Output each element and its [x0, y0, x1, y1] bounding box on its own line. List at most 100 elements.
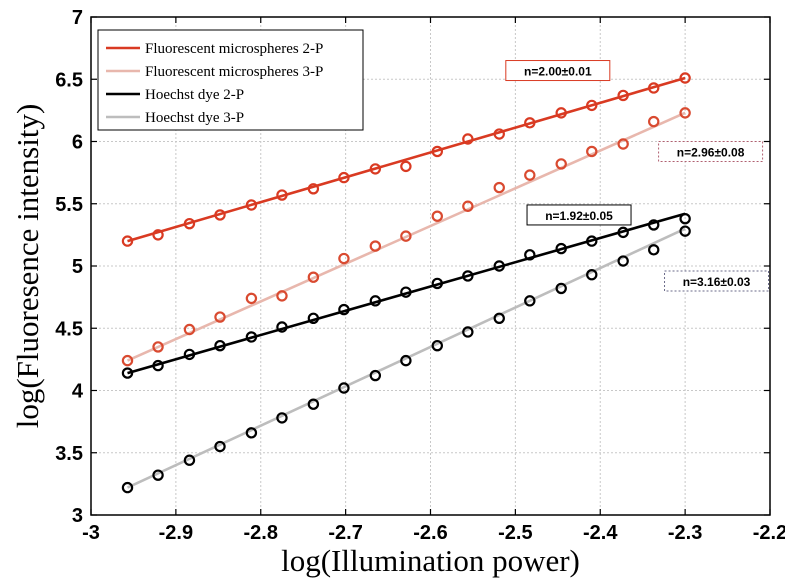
data-point-series-1 — [276, 189, 288, 201]
x-tick-label: -2.8 — [244, 522, 278, 544]
y-tick-label: 7 — [72, 7, 83, 29]
annotation-label: n=2.96±0.08 — [677, 145, 745, 159]
data-point-series-4 — [462, 326, 474, 338]
annotation-label: n=3.16±0.03 — [683, 275, 751, 289]
data-point-series-3 — [276, 321, 288, 333]
data-point-series-4 — [524, 295, 536, 307]
data-point-series-3 — [121, 367, 134, 379]
fit-annotation: n=2.96±0.08 — [658, 140, 764, 162]
data-point-series-3 — [183, 348, 196, 361]
legend-box — [97, 29, 364, 131]
data-point-series-2 — [245, 292, 258, 305]
data-point-series-3 — [586, 235, 598, 247]
annotation-box — [505, 60, 611, 82]
data-point-series-4 — [276, 412, 288, 424]
data-point-series-1 — [555, 107, 567, 119]
data-point-series-4 — [338, 382, 350, 394]
data-markers — [121, 72, 691, 494]
annotation-label: n=1.92±0.05 — [545, 209, 613, 223]
data-point-series-1 — [307, 183, 320, 195]
fit-annotation: n=1.92±0.05 — [526, 204, 632, 226]
data-point-series-2 — [462, 200, 474, 212]
data-point-series-3 — [214, 339, 226, 352]
data-point-series-2 — [183, 323, 196, 336]
data-point-series-3 — [431, 277, 443, 290]
x-tick-label: -2.4 — [583, 522, 618, 544]
data-point-series-2 — [307, 271, 320, 283]
axis-ticks: -3 -2.9 -2.8 -2.7 -2.6 -2.5 -2.4 -2.3 -2.2 3 3.5 4 4… — [55, 7, 785, 544]
data-point-series-2 — [524, 169, 536, 181]
data-point-series-4 — [307, 398, 320, 410]
data-point-series-3 — [307, 312, 320, 324]
data-point-series-4 — [400, 354, 412, 367]
legend-entry-label: Hoechst dye 3-P — [145, 110, 244, 126]
y-tick-label: 3 — [72, 505, 83, 527]
data-point-series-1 — [648, 82, 660, 94]
data-point-series-4 — [183, 454, 196, 466]
fit-annotation: n=3.16±0.03 — [664, 270, 770, 292]
data-point-series-3 — [245, 331, 258, 343]
annotation-label: n=2.00±0.01 — [524, 65, 592, 79]
data-point-series-1 — [214, 209, 226, 221]
data-point-series-3 — [679, 212, 691, 225]
data-point-series-3 — [400, 286, 412, 298]
data-point-series-2 — [586, 145, 598, 158]
data-point-series-4 — [121, 481, 134, 494]
y-tick-label: 4 — [72, 381, 84, 403]
fit-line-series-2 — [126, 111, 686, 362]
y-tick-label: 6 — [72, 132, 83, 154]
x-tick-label: -2.6 — [413, 522, 447, 544]
fit-lines — [126, 76, 686, 489]
data-point-series-4 — [245, 427, 258, 439]
data-point-series-1 — [617, 89, 629, 102]
legend-entry-label: Hoechst dye 2-P — [145, 87, 244, 103]
data-point-series-3 — [493, 260, 505, 272]
y-tick-label: 3.5 — [55, 443, 83, 465]
x-tick-label: -2.2 — [753, 522, 785, 544]
fit-line-series-4 — [126, 227, 686, 489]
data-point-series-2 — [679, 107, 691, 119]
data-point-series-3 — [338, 303, 350, 316]
data-point-series-2 — [617, 138, 629, 150]
data-point-series-1 — [431, 145, 443, 158]
data-point-series-4 — [679, 225, 691, 237]
data-point-series-1 — [586, 99, 598, 112]
data-point-series-1 — [183, 217, 196, 230]
data-point-series-4 — [214, 440, 226, 453]
data-point-series-1 — [152, 229, 164, 241]
data-point-series-2 — [555, 158, 567, 170]
data-point-series-4 — [648, 244, 660, 256]
data-point-series-1 — [369, 163, 382, 175]
data-point-series-3 — [648, 219, 660, 231]
data-point-series-2 — [369, 240, 382, 252]
fit-annotation: n=2.00±0.01 — [505, 60, 611, 82]
data-point-series-3 — [524, 249, 536, 261]
x-tick-label: -2.7 — [328, 522, 362, 544]
data-point-series-4 — [431, 339, 443, 352]
annotation-box — [658, 140, 764, 162]
data-point-series-4 — [555, 282, 567, 295]
annotation-box — [664, 270, 770, 292]
data-point-series-4 — [369, 369, 382, 382]
data-point-series-1 — [462, 133, 474, 145]
y-tick-label: 5 — [72, 256, 83, 278]
data-point-series-2 — [338, 252, 350, 265]
data-point-series-2 — [431, 210, 443, 222]
data-point-series-2 — [152, 341, 164, 353]
data-point-series-2 — [400, 230, 412, 242]
x-tick-label: -2.5 — [498, 522, 532, 544]
data-point-series-3 — [555, 242, 567, 255]
data-point-series-2 — [214, 311, 226, 323]
legend-entry-label: Fluorescent microspheres 3-P — [145, 64, 323, 80]
legend: Fluorescent microspheres 2-P Fluorescent … — [97, 29, 364, 131]
x-tick-label: -2.9 — [159, 522, 193, 544]
data-point-series-4 — [493, 312, 505, 324]
x-tick-label: -2.3 — [668, 522, 702, 544]
data-point-series-4 — [152, 469, 164, 481]
data-point-series-2 — [493, 181, 505, 194]
data-point-series-1 — [245, 199, 258, 211]
annotation-box — [526, 204, 632, 226]
y-tick-label: 5.5 — [55, 194, 83, 216]
x-axis-title: log(Illumination power) — [281, 543, 580, 578]
fit-line-series-1 — [127, 76, 686, 243]
